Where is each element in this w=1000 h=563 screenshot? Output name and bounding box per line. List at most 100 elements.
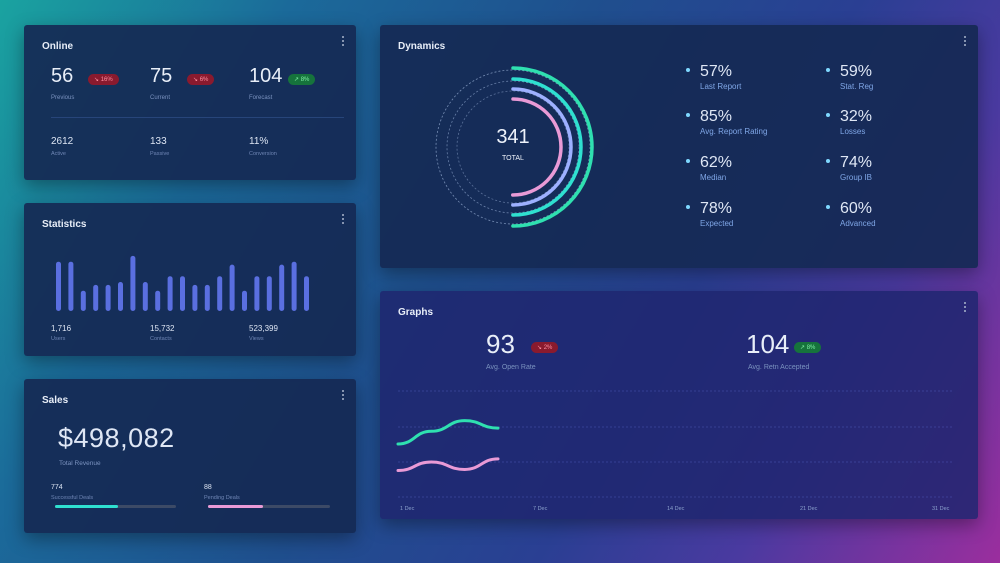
metric-value: 62% <box>700 154 733 171</box>
previous-label: Previous <box>51 95 75 101</box>
statistics-bar-chart <box>56 255 309 311</box>
graphs-line-chart <box>396 390 954 498</box>
x-tick-label: 1 Dec <box>400 506 415 512</box>
open-rate-value: 93 <box>486 329 515 359</box>
more-options-icon[interactable] <box>340 212 346 226</box>
statistics-bar <box>217 276 223 311</box>
more-options-icon[interactable] <box>340 388 346 402</box>
current-label: Current <box>150 95 171 101</box>
current-value: 75 <box>150 65 173 87</box>
metric-label: Group IB <box>840 173 873 182</box>
statistics-bar <box>229 264 235 311</box>
views-value: 523,399 <box>249 324 278 333</box>
statistics-bar <box>142 282 148 311</box>
series-line <box>396 419 500 446</box>
ring-arc <box>463 97 563 197</box>
ring-arc <box>453 87 573 207</box>
bullet-icon <box>686 68 690 72</box>
metric-label: Losses <box>840 127 866 136</box>
statistics-bar <box>266 276 272 311</box>
total-label: TOTAL <box>502 155 524 162</box>
statistics-bar <box>68 261 74 311</box>
sales-title: Sales <box>42 395 69 406</box>
metric-value: 74% <box>840 154 873 171</box>
metric-stat-reg: 59% Stat. Reg <box>826 63 874 91</box>
more-options-icon[interactable] <box>962 300 968 314</box>
dynamics-card: Dynamics 341 TOTAL 57% Last Report 59% Sta… <box>380 25 978 268</box>
users-value: 1,716 <box>51 324 72 333</box>
active-label: Active <box>51 151 66 157</box>
statistics-bar <box>291 261 297 311</box>
sales-card: Sales $498,082 Total Revenue 774 Success… <box>24 379 356 533</box>
x-tick-label: 21 Dec <box>800 506 818 512</box>
dashed-ring <box>435 69 591 225</box>
statistics-title: Statistics <box>42 219 87 230</box>
graphs-title: Graphs <box>398 307 434 318</box>
x-tick-label: 31 Dec <box>932 506 950 512</box>
retn-accepted-trend-badge: ↗ 8% <box>794 342 822 353</box>
metric-value: 85% <box>700 108 733 125</box>
metric-last-report: 57% Last Report <box>686 63 741 91</box>
metric-value: 32% <box>840 108 873 125</box>
metric-advanced: 60% Advanced <box>826 200 876 228</box>
dashed-ring <box>446 80 580 214</box>
successful-deals-progress-fill <box>55 505 118 508</box>
statistics-bar <box>105 284 111 311</box>
metric-label: Avg. Report Rating <box>700 127 768 136</box>
metric-value: 60% <box>840 200 873 217</box>
metric-label: Expected <box>700 219 734 228</box>
online-card: Online 56 ↘ 16% Previous 75 ↘ 6% Current… <box>24 25 356 180</box>
successful-deals-value: 774 <box>51 484 63 491</box>
bullet-icon <box>826 113 830 117</box>
passive-label: Passive <box>150 151 170 157</box>
statistics-bar <box>204 284 210 311</box>
pending-deals-progress <box>208 505 330 508</box>
active-value: 2612 <box>51 136 74 147</box>
total-revenue-amount: $498,082 <box>58 423 175 453</box>
more-options-icon[interactable] <box>340 34 346 48</box>
divider <box>51 117 344 118</box>
metric-label: Advanced <box>840 219 876 228</box>
metric-value: 59% <box>840 63 873 80</box>
statistics-bar <box>192 284 198 311</box>
metric-value: 57% <box>700 63 733 80</box>
previous-value: 56 <box>51 65 74 87</box>
successful-deals-label: Successful Deals <box>51 495 94 501</box>
forecast-value: 104 <box>249 65 283 87</box>
open-rate-trend-badge: ↘ 2% <box>531 342 559 353</box>
x-tick-label: 7 Dec <box>533 506 548 512</box>
metric-group-ib: 74% Group IB <box>826 154 873 182</box>
statistics-bar <box>155 290 161 311</box>
current-trend-badge: ↘ 6% <box>187 74 215 85</box>
metric-expected: 78% Expected <box>686 200 734 228</box>
statistics-bar <box>118 282 123 311</box>
dynamics-radial-chart <box>432 66 594 228</box>
open-rate-label: Avg. Open Rate <box>486 364 536 371</box>
online-title: Online <box>42 41 74 52</box>
statistics-bar <box>93 284 99 311</box>
bullet-icon <box>826 68 830 72</box>
metric-label: Stat. Reg <box>840 82 874 91</box>
total-revenue-label: Total Revenue <box>59 460 101 467</box>
previous-trend-badge: ↘ 16% <box>88 74 119 85</box>
metric-label: Median <box>700 173 727 182</box>
statistics-bar <box>130 255 136 311</box>
statistics-bar <box>80 290 86 311</box>
bullet-icon <box>826 205 830 209</box>
contacts-value: 15,732 <box>150 324 175 333</box>
pending-deals-progress-fill <box>208 505 263 508</box>
statistics-bar <box>56 261 61 311</box>
graphs-card: Graphs 93 ↘ 2% Avg. Open Rate 104 ↗ 8% A… <box>380 291 978 519</box>
views-label: Views <box>249 336 264 342</box>
statistics-bar <box>254 276 260 311</box>
bullet-icon <box>686 205 690 209</box>
x-tick-label: 14 Dec <box>667 506 685 512</box>
bullet-icon <box>826 159 830 163</box>
more-options-icon[interactable] <box>962 34 968 48</box>
conversion-value: 11% <box>249 136 269 147</box>
statistics-bar <box>279 264 285 311</box>
contacts-label: Contacts <box>150 336 172 342</box>
dashed-ring <box>456 90 570 204</box>
bullet-icon <box>686 113 690 117</box>
pending-deals-label: Pending Deals <box>204 495 240 501</box>
